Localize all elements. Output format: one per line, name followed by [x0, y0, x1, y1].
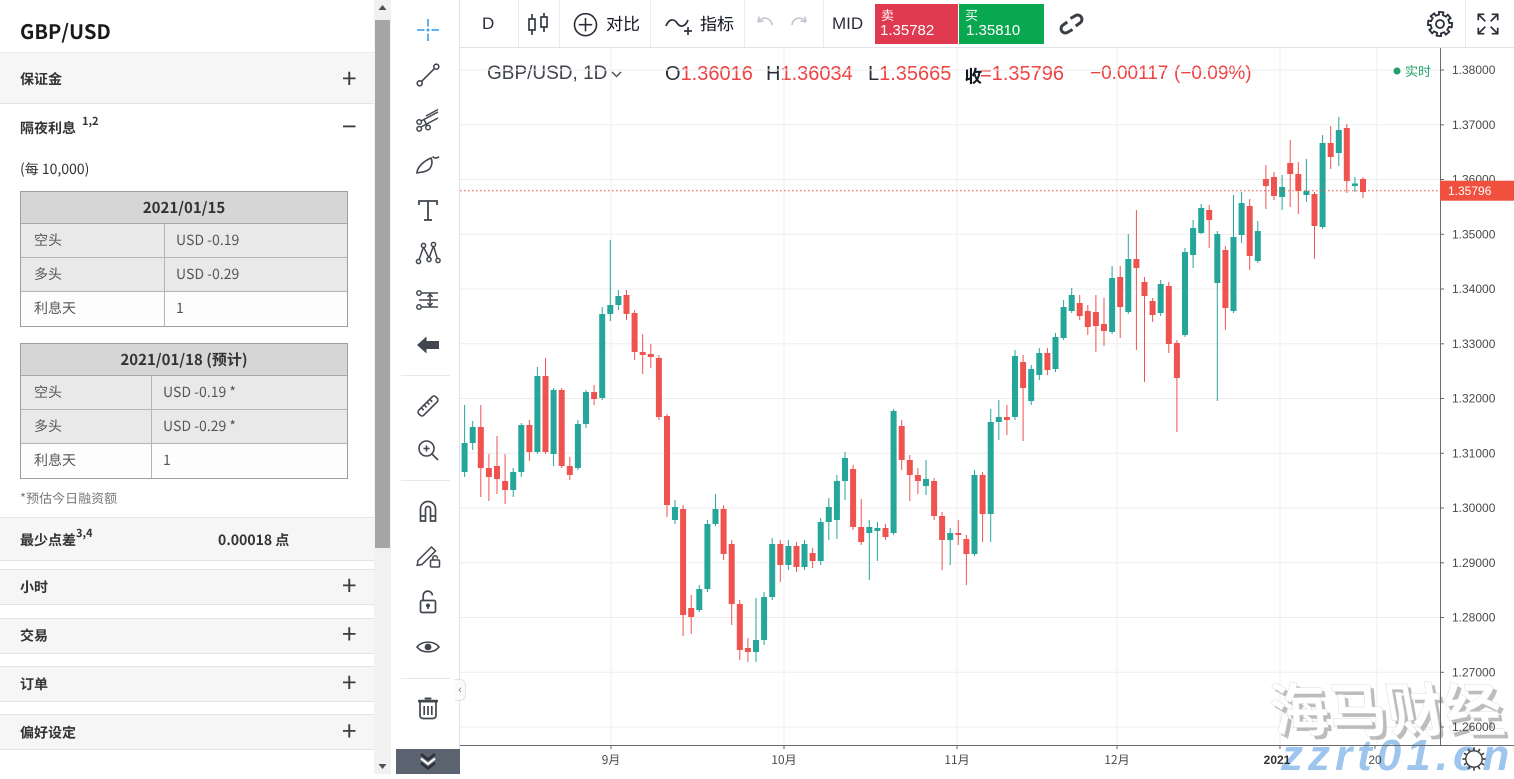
svg-text:1.26000: 1.26000: [1452, 720, 1496, 734]
svg-text:1.35000: 1.35000: [1452, 227, 1496, 241]
svg-text:2021: 2021: [1264, 753, 1291, 767]
svg-text:1.32000: 1.32000: [1452, 392, 1496, 406]
svg-text:1.35796: 1.35796: [1448, 184, 1492, 198]
svg-text:20: 20: [1368, 753, 1382, 767]
svg-text:1.33000: 1.33000: [1452, 337, 1496, 351]
svg-text:1.37000: 1.37000: [1452, 118, 1496, 132]
svg-text:1.29000: 1.29000: [1452, 556, 1496, 570]
svg-text:1.28000: 1.28000: [1452, 611, 1496, 625]
svg-text:1.31000: 1.31000: [1452, 446, 1496, 460]
svg-text:1.34000: 1.34000: [1452, 282, 1496, 296]
svg-text:1.38000: 1.38000: [1452, 63, 1496, 77]
svg-text:1.30000: 1.30000: [1452, 501, 1496, 515]
svg-text:1.27000: 1.27000: [1452, 665, 1496, 679]
